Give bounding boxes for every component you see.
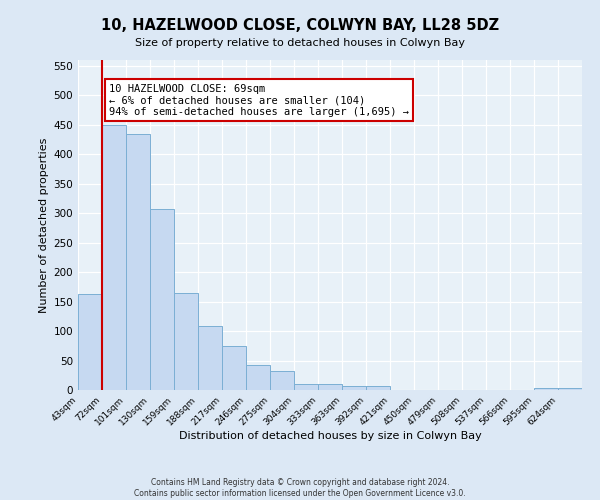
Bar [198, 326, 222, 390]
Bar [534, 388, 558, 390]
Text: Size of property relative to detached houses in Colwyn Bay: Size of property relative to detached ho… [135, 38, 465, 48]
Bar [78, 294, 102, 390]
Bar [270, 370, 294, 390]
Bar [246, 364, 270, 390]
X-axis label: Distribution of detached houses by size in Colwyn Bay: Distribution of detached houses by size … [179, 431, 481, 441]
Text: 10 HAZELWOOD CLOSE: 69sqm
← 6% of detached houses are smaller (104)
94% of semi-: 10 HAZELWOOD CLOSE: 69sqm ← 6% of detach… [109, 84, 409, 117]
Y-axis label: Number of detached properties: Number of detached properties [39, 138, 49, 312]
Text: 10, HAZELWOOD CLOSE, COLWYN BAY, LL28 5DZ: 10, HAZELWOOD CLOSE, COLWYN BAY, LL28 5D… [101, 18, 499, 32]
Text: Contains HM Land Registry data © Crown copyright and database right 2024.
Contai: Contains HM Land Registry data © Crown c… [134, 478, 466, 498]
Bar [174, 293, 198, 390]
Bar [150, 208, 174, 390]
Bar [294, 384, 318, 390]
Bar [102, 125, 126, 390]
Bar [222, 346, 246, 390]
Bar [366, 386, 390, 390]
Bar [126, 134, 150, 390]
Bar [558, 388, 582, 390]
Bar [342, 386, 366, 390]
Bar [318, 384, 342, 390]
